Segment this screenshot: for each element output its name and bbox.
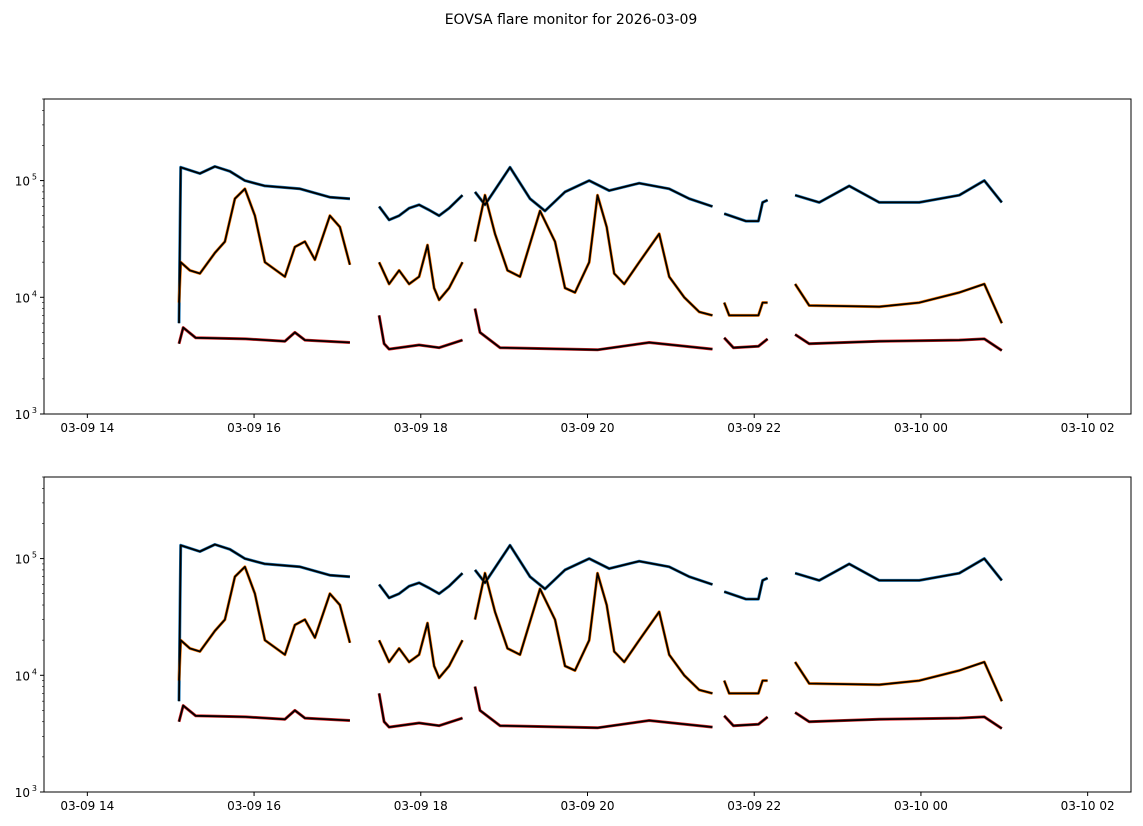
smoothed-line-high-band-seg1 bbox=[378, 572, 464, 599]
smoothed-line-mid-band-seg4 bbox=[794, 283, 1003, 324]
x-tick-label: 03-10 02 bbox=[1061, 799, 1115, 813]
smoothed-line-high-band-seg2 bbox=[474, 166, 713, 212]
smoothed-line-mid-band-seg1 bbox=[378, 244, 464, 301]
smoothed-line-mid-band-seg4 bbox=[794, 661, 1003, 702]
series-line-mid-band-seg2 bbox=[473, 193, 713, 317]
series-line-mid-band-seg4 bbox=[793, 660, 1004, 702]
smoothed-line-high-band-seg0 bbox=[178, 543, 350, 702]
y-tick-exponent: 5 bbox=[32, 173, 37, 182]
x-tick-label: 03-09 18 bbox=[394, 799, 448, 813]
y-tick-exponent: 3 bbox=[32, 406, 37, 415]
smoothed-line-low-band-seg3 bbox=[723, 715, 769, 727]
smoothed-line-high-band-seg2 bbox=[474, 544, 713, 590]
smoothed-line-low-band-seg4 bbox=[794, 711, 1003, 730]
x-tick-label: 03-10 00 bbox=[894, 799, 948, 813]
smoothed-line-high-band-seg1 bbox=[378, 194, 464, 221]
smoothed-line-mid-band-seg3 bbox=[723, 679, 768, 695]
y-tick-label: 10 bbox=[15, 408, 30, 422]
y-tick-label: 10 bbox=[15, 669, 30, 683]
smoothed-line-high-band-seg3 bbox=[723, 577, 768, 600]
x-tick-label: 03-09 22 bbox=[727, 799, 781, 813]
y-tick-label: 10 bbox=[15, 553, 30, 567]
smoothed-line-low-band-seg0 bbox=[178, 704, 350, 722]
y-tick-label: 10 bbox=[15, 175, 30, 189]
smoothed-line-low-band-seg3 bbox=[723, 337, 769, 349]
series-line-low-band-seg2 bbox=[473, 686, 713, 730]
x-tick-label: 03-09 20 bbox=[561, 421, 615, 435]
figure-title: EOVSA flare monitor for 2026-03-09 bbox=[445, 12, 698, 28]
y-tick-exponent: 4 bbox=[32, 667, 37, 676]
series-line-high-band-seg0 bbox=[177, 543, 351, 702]
smoothed-line-mid-band-seg2 bbox=[474, 572, 713, 695]
axes-frame bbox=[43, 476, 1132, 793]
smoothed-line-low-band-seg2 bbox=[474, 308, 713, 351]
series-line-mid-band-seg4 bbox=[793, 282, 1004, 324]
x-tick-label: 03-09 18 bbox=[394, 421, 448, 435]
smoothed-line-high-band-seg3 bbox=[723, 199, 768, 222]
series-line-mid-band-seg0 bbox=[177, 187, 352, 303]
x-tick-label: 03-09 16 bbox=[227, 799, 281, 813]
x-tick-label: 03-09 16 bbox=[227, 421, 281, 435]
y-tick-label: 10 bbox=[15, 786, 30, 800]
y-tick-exponent: 5 bbox=[32, 551, 37, 560]
smoothed-line-mid-band-seg0 bbox=[178, 187, 351, 303]
y-tick-exponent: 4 bbox=[32, 289, 37, 298]
smoothed-line-low-band-seg2 bbox=[474, 686, 713, 729]
x-tick-label: 03-09 14 bbox=[60, 799, 114, 813]
smoothed-line-high-band-seg0 bbox=[178, 165, 350, 324]
smoothed-line-low-band-seg4 bbox=[794, 333, 1003, 352]
y-tick-label: 10 bbox=[15, 291, 30, 305]
smoothed-line-low-band-seg1 bbox=[378, 693, 463, 728]
series-line-low-band-seg2 bbox=[473, 308, 713, 352]
plot-area bbox=[177, 165, 1004, 352]
series-line-high-band-seg2 bbox=[473, 165, 713, 213]
plot-area bbox=[177, 543, 1004, 730]
axes-panel-2: 03-09 14 03-09 16 03-09 18 03-09 20 03-09 22… bbox=[15, 476, 1132, 813]
smoothed-line-mid-band-seg1 bbox=[378, 622, 464, 679]
series-line-mid-band-seg0 bbox=[177, 565, 352, 681]
x-tick-label: 03-09 22 bbox=[727, 421, 781, 435]
smoothed-line-high-band-seg4 bbox=[794, 179, 1003, 204]
x-tick-label: 03-09 20 bbox=[561, 799, 615, 813]
smoothed-line-mid-band-seg3 bbox=[723, 301, 768, 317]
x-tick-label: 03-10 02 bbox=[1061, 421, 1115, 435]
smoothed-line-low-band-seg0 bbox=[178, 326, 350, 344]
smoothed-line-mid-band-seg0 bbox=[178, 565, 351, 681]
smoothed-line-low-band-seg1 bbox=[378, 315, 463, 350]
series-line-mid-band-seg2 bbox=[473, 571, 713, 695]
smoothed-line-mid-band-seg2 bbox=[474, 194, 713, 317]
smoothed-line-high-band-seg4 bbox=[794, 557, 1003, 582]
series-line-high-band-seg0 bbox=[177, 165, 351, 324]
series-line-high-band-seg2 bbox=[473, 543, 713, 591]
x-tick-label: 03-09 14 bbox=[60, 421, 114, 435]
x-tick-label: 03-10 00 bbox=[894, 421, 948, 435]
axes-frame bbox=[43, 98, 1132, 415]
y-tick-exponent: 3 bbox=[32, 784, 37, 793]
axes-panel-1: 03-09 14 03-09 16 03-09 18 03-09 20 03-09 22… bbox=[15, 98, 1132, 435]
